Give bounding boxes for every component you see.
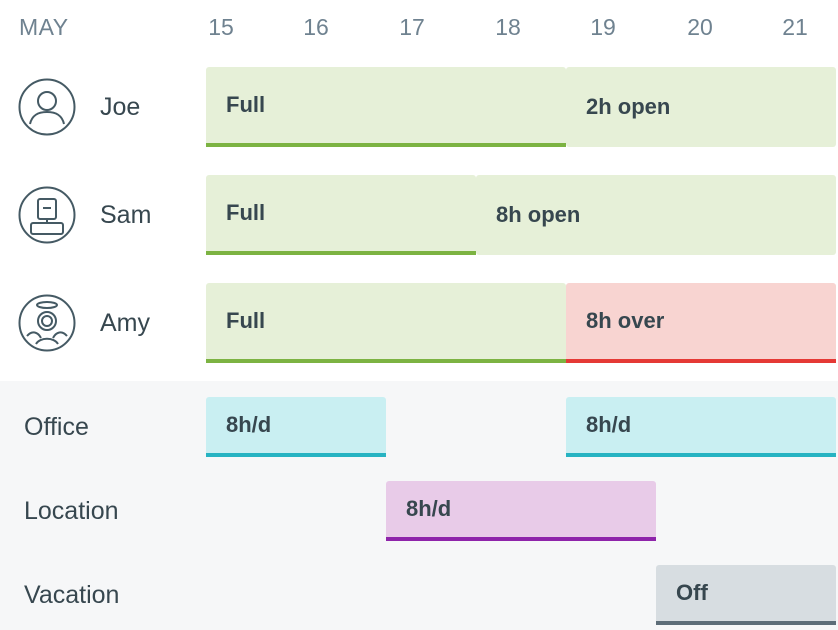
bar-label: Full <box>226 308 266 333</box>
day-header: 20 <box>687 14 713 40</box>
bar-label: 8h/d <box>226 412 272 437</box>
booking-bar-open[interactable]: 2h open <box>566 67 836 147</box>
category-vacation: Vacation <box>24 581 120 609</box>
person-icon <box>18 78 76 136</box>
location-bar[interactable]: 8h/d <box>386 481 656 541</box>
vacation-bar[interactable]: Off <box>656 565 836 625</box>
bar-label: 2h open <box>586 94 671 119</box>
bar-label: Full <box>226 92 266 117</box>
booking-bar-full[interactable]: Full <box>206 175 476 255</box>
booking-bar-over[interactable]: 8h over <box>566 283 836 363</box>
day-header: 15 <box>208 14 234 40</box>
month-label: MAY <box>19 14 69 40</box>
person-row-joe[interactable]: Joe <box>18 77 140 137</box>
office-bar[interactable]: 8h/d <box>206 397 386 457</box>
person-row-sam[interactable]: Sam <box>18 185 151 245</box>
bar-label: 8h/d <box>586 412 632 437</box>
category-office: Office <box>24 413 89 441</box>
booking-bar-full[interactable]: Full <box>206 67 566 147</box>
bar-label: 8h/d <box>406 496 452 521</box>
booking-bar-full[interactable]: Full <box>206 283 566 363</box>
bar-label: Off <box>676 580 708 605</box>
day-header: 21 <box>782 14 808 40</box>
person-name: Sam <box>100 200 152 229</box>
robot-icon <box>18 186 76 244</box>
day-header: 19 <box>590 14 616 40</box>
office-bar[interactable]: 8h/d <box>566 397 836 457</box>
person-name: Amy <box>100 308 150 337</box>
booking-bar-open[interactable]: 8h open <box>476 175 836 255</box>
category-location: Location <box>24 497 119 525</box>
day-header: 18 <box>495 14 521 40</box>
day-header: 17 <box>399 14 425 40</box>
person-row-amy[interactable]: Amy <box>18 293 150 353</box>
bar-label: Full <box>226 200 266 225</box>
bar-label: 8h over <box>586 308 665 333</box>
angel-icon <box>18 294 76 352</box>
day-header: 16 <box>303 14 329 40</box>
person-name: Joe <box>100 92 141 121</box>
bar-label: 8h open <box>496 202 581 227</box>
